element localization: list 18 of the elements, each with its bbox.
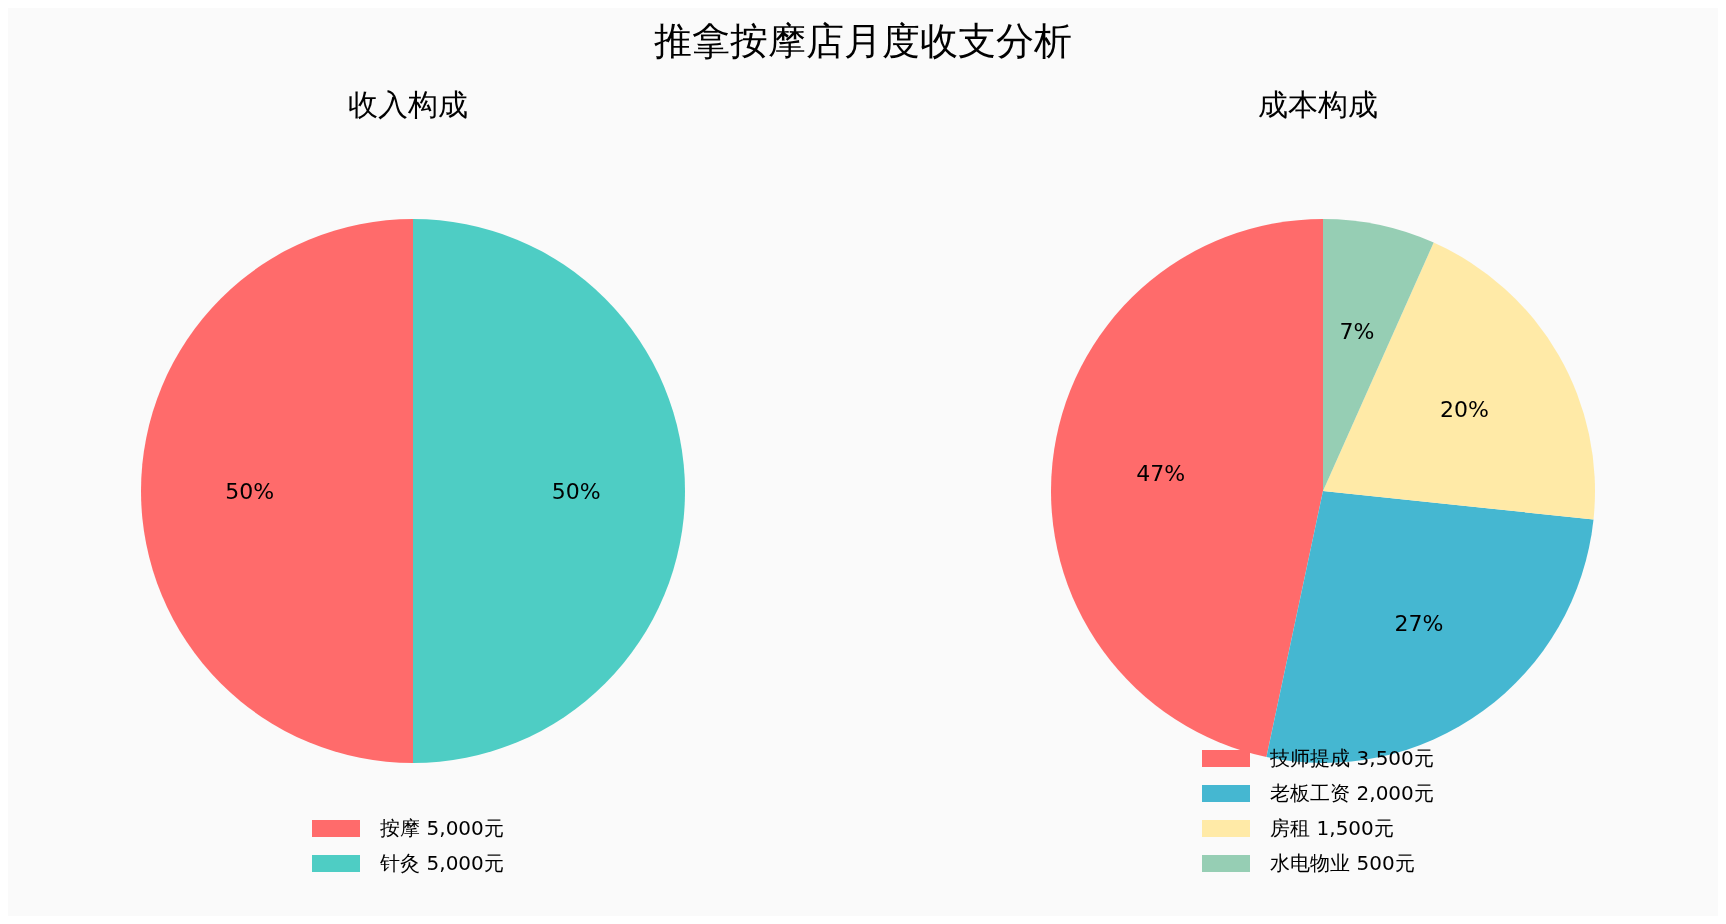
data-label: 47% xyxy=(1136,461,1186,487)
data-label: 50% xyxy=(551,478,601,504)
data-label: 27% xyxy=(1394,610,1444,636)
data-label: 50% xyxy=(225,478,275,504)
legend-label: 老板工资 2,000元 xyxy=(1270,780,1434,807)
data-label: 20% xyxy=(1439,396,1489,422)
pie-slice xyxy=(141,219,413,763)
text: 推拿按摩店月度收支分析 xyxy=(653,18,1073,65)
legend-label: 针灸 5,000元 xyxy=(380,850,504,877)
pie-slice xyxy=(1323,219,1434,491)
pie-slice xyxy=(1323,242,1595,520)
legend-label: 水电物业 500元 xyxy=(1270,850,1415,877)
chart-title: 成本构成 xyxy=(1257,86,1379,124)
data-label: 7% xyxy=(1339,318,1375,344)
legend-label: 房租 1,500元 xyxy=(1270,815,1394,842)
legend-label: 按摩 5,000元 xyxy=(380,815,504,842)
chart-title: 收入构成 xyxy=(347,86,469,124)
pie-slice xyxy=(413,219,685,763)
